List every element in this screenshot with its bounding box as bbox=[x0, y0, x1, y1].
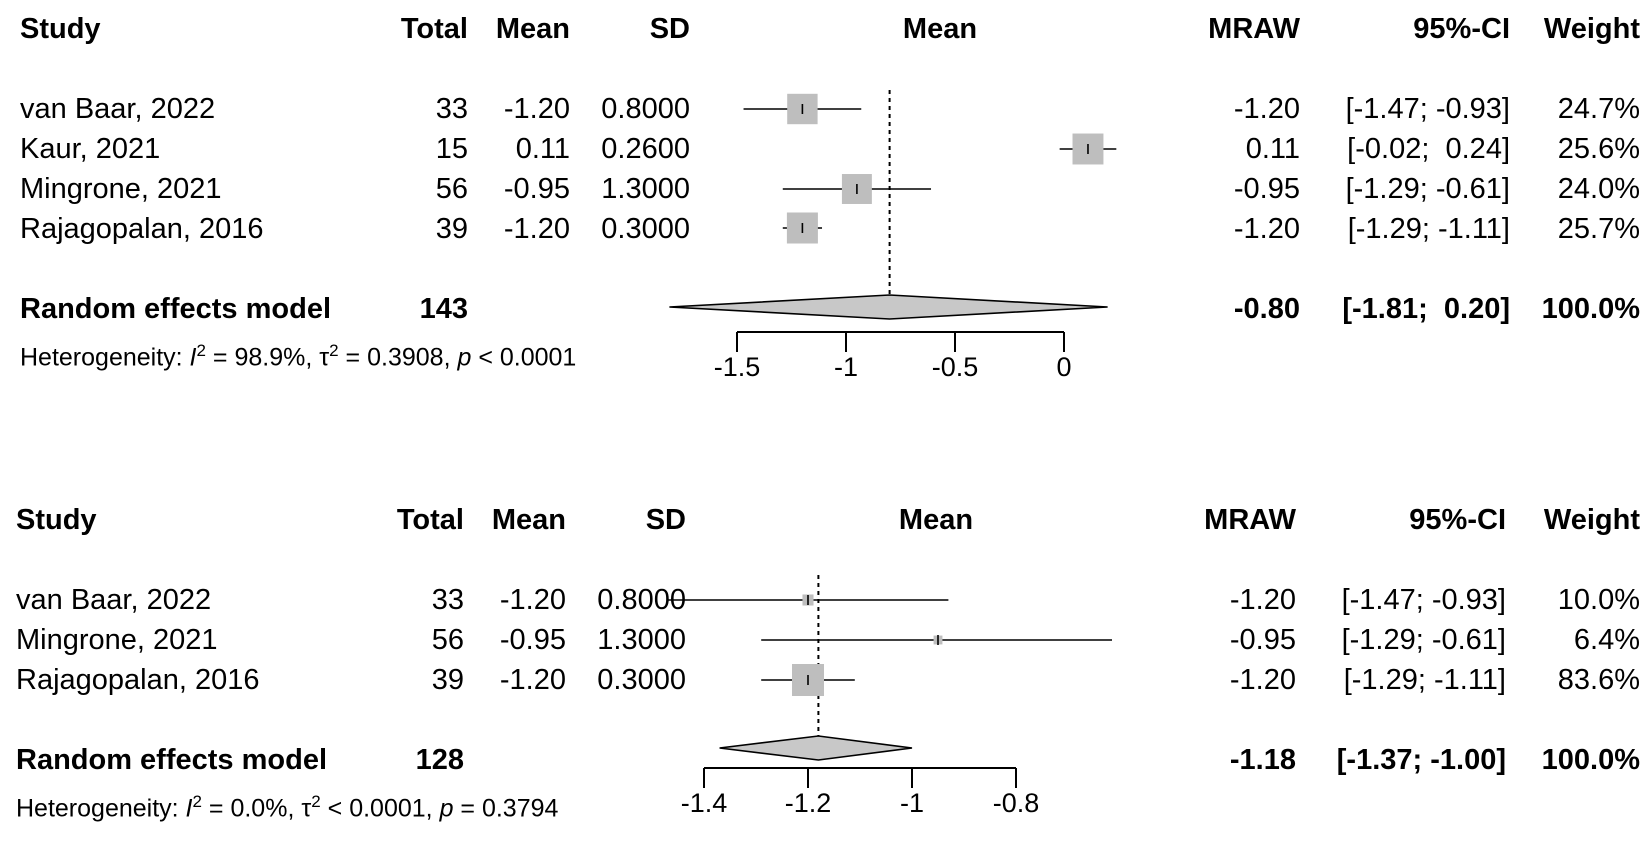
study-name: van Baar, 2022 bbox=[16, 584, 212, 616]
study-ci: [-1.47; -0.93] bbox=[1345, 93, 1510, 125]
study-ci: [-1.29; -0.61] bbox=[1345, 173, 1510, 205]
study-mean: -1.20 bbox=[503, 93, 570, 125]
header-weight: Weight bbox=[1543, 13, 1640, 45]
pooled-ci: [-1.37; -1.00] bbox=[1336, 744, 1506, 776]
x-axis-tick-label: -1.5 bbox=[713, 352, 761, 382]
header-ci: 95%-CI bbox=[1409, 504, 1506, 536]
study-ci: [-1.29; -0.61] bbox=[1341, 624, 1506, 656]
pooled-total: 143 bbox=[419, 293, 468, 325]
study-ci: [-1.29; -1.11] bbox=[1347, 213, 1510, 245]
study-mraw: -1.20 bbox=[1233, 93, 1300, 125]
forest-plot-area bbox=[669, 90, 1117, 352]
header-total: Total bbox=[400, 13, 468, 45]
x-axis-tick-label: -1.4 bbox=[680, 788, 728, 818]
x-axis-tick-label: -0.8 bbox=[992, 788, 1040, 818]
x-axis-tick-label: -1.2 bbox=[784, 788, 832, 818]
study-mraw: -1.20 bbox=[1229, 664, 1296, 696]
study-weight: 6.4% bbox=[1573, 624, 1640, 656]
header-weight: Weight bbox=[1543, 504, 1640, 536]
pooled-diamond bbox=[719, 735, 913, 761]
study-sd: 1.3000 bbox=[597, 624, 686, 656]
study-weight: 25.7% bbox=[1557, 213, 1640, 245]
pooled-weight: 100.0% bbox=[1541, 293, 1640, 325]
pooled-total: 128 bbox=[415, 744, 464, 776]
pooled-mraw: -0.80 bbox=[1233, 293, 1300, 325]
study-sd: 0.2600 bbox=[601, 133, 690, 165]
study-sd: 1.3000 bbox=[601, 173, 690, 205]
study-name: Kaur, 2021 bbox=[20, 133, 161, 165]
study-total: 39 bbox=[435, 213, 468, 245]
header-study: Study bbox=[16, 504, 97, 536]
study-mean: -0.95 bbox=[503, 173, 570, 205]
study-total: 33 bbox=[431, 584, 464, 616]
study-total: 39 bbox=[431, 664, 464, 696]
heterogeneity-text: Heterogeneity: I2 = 0.0%, τ2 < 0.0001, p… bbox=[16, 792, 559, 823]
study-weight: 10.0% bbox=[1557, 584, 1640, 616]
study-total: 56 bbox=[435, 173, 468, 205]
x-axis-tick-label: 0 bbox=[1056, 352, 1072, 382]
x-axis-tick-label: -1 bbox=[833, 352, 859, 382]
header-plot-mean: Mean bbox=[902, 13, 978, 45]
header-mraw: MRAW bbox=[1208, 13, 1300, 45]
header-mraw: MRAW bbox=[1204, 504, 1296, 536]
study-name: van Baar, 2022 bbox=[20, 93, 216, 125]
study-weight: 25.6% bbox=[1557, 133, 1640, 165]
header-plot-mean: Mean bbox=[898, 504, 974, 536]
study-mraw: -1.20 bbox=[1233, 213, 1300, 245]
pooled-label: Random effects model bbox=[16, 744, 327, 776]
study-sd: 0.3000 bbox=[597, 664, 686, 696]
header-sd: SD bbox=[645, 504, 686, 536]
pooled-label: Random effects model bbox=[20, 293, 331, 325]
header-sd: SD bbox=[649, 13, 690, 45]
study-mraw: -1.20 bbox=[1229, 584, 1296, 616]
study-mean: 0.11 bbox=[515, 133, 570, 165]
pooled-mraw: -1.18 bbox=[1229, 744, 1296, 776]
pooled-ci: [-1.81; 0.20] bbox=[1342, 293, 1510, 325]
header-ci: 95%-CI bbox=[1413, 13, 1510, 45]
x-axis-tick-label: -1 bbox=[899, 788, 925, 818]
study-ci: [-0.02; 0.24] bbox=[1347, 133, 1510, 165]
study-ci: [-1.29; -1.11] bbox=[1343, 664, 1506, 696]
forest-plot-2: Study Total Mean SD Mean MRAW 95%-CI Wei… bbox=[0, 491, 1650, 863]
study-name: Rajagopalan, 2016 bbox=[16, 664, 260, 696]
study-sd: 0.8000 bbox=[601, 93, 690, 125]
study-total: 33 bbox=[435, 93, 468, 125]
study-mean: -1.20 bbox=[503, 213, 570, 245]
study-sd: 0.3000 bbox=[601, 213, 690, 245]
header-mean: Mean bbox=[495, 13, 570, 45]
study-total: 15 bbox=[435, 133, 468, 165]
x-axis-tick-label: -0.5 bbox=[931, 352, 979, 382]
header-total: Total bbox=[396, 504, 464, 536]
forest-plot-1: Study Total Mean SD Mean MRAW 95%-CI Wei… bbox=[0, 0, 1650, 430]
pooled-weight: 100.0% bbox=[1541, 744, 1640, 776]
forest-plot-area bbox=[667, 575, 1112, 788]
study-name: Rajagopalan, 2016 bbox=[20, 213, 264, 245]
study-name: Mingrone, 2021 bbox=[20, 173, 222, 205]
heterogeneity-text: Heterogeneity: I2 = 98.9%, τ2 = 0.3908, … bbox=[20, 341, 577, 372]
study-weight: 24.0% bbox=[1557, 173, 1640, 205]
study-mean: -1.20 bbox=[499, 664, 566, 696]
study-mean: -0.95 bbox=[499, 624, 566, 656]
study-mean: -1.20 bbox=[499, 584, 566, 616]
study-ci: [-1.47; -0.93] bbox=[1341, 584, 1506, 616]
study-mraw: 0.11 bbox=[1245, 133, 1300, 165]
study-weight: 83.6% bbox=[1557, 664, 1640, 696]
pooled-diamond bbox=[669, 294, 1108, 320]
study-mraw: -0.95 bbox=[1229, 624, 1296, 656]
study-mraw: -0.95 bbox=[1233, 173, 1300, 205]
study-total: 56 bbox=[431, 624, 464, 656]
study-weight: 24.7% bbox=[1557, 93, 1640, 125]
header-mean: Mean bbox=[491, 504, 566, 536]
header-study: Study bbox=[20, 13, 101, 45]
study-name: Mingrone, 2021 bbox=[16, 624, 218, 656]
